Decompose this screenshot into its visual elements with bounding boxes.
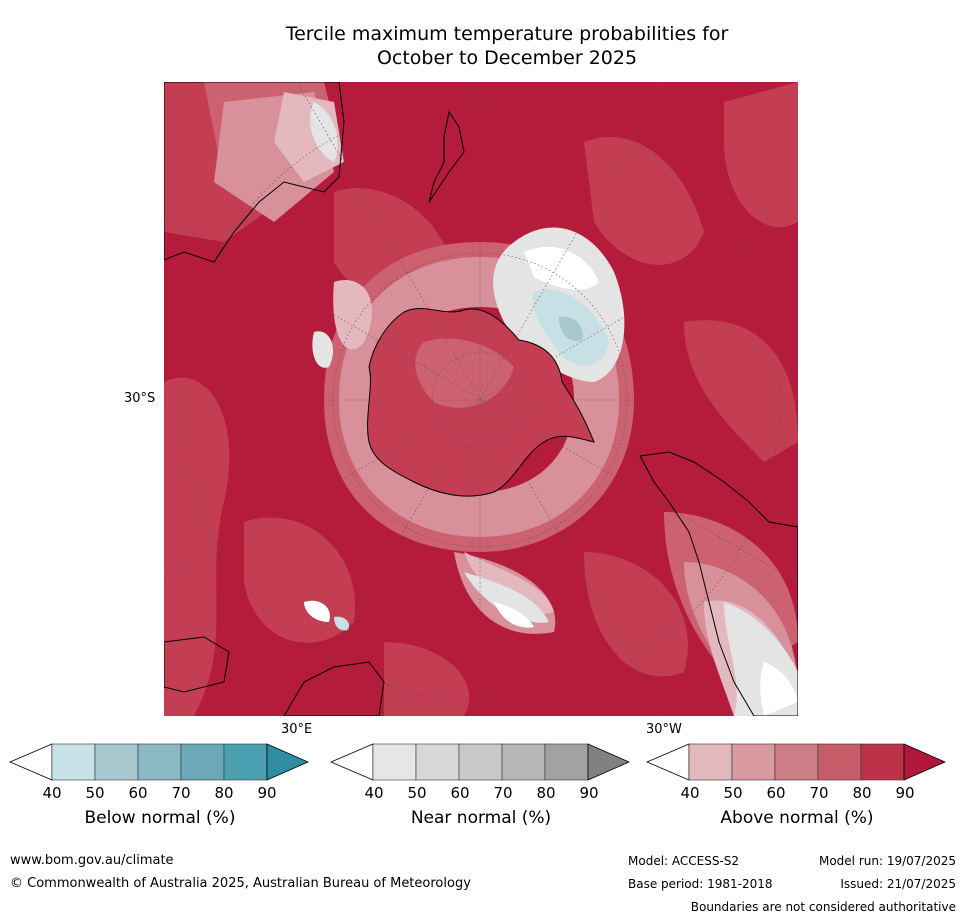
latitude-label-30s: 30°S: [124, 391, 156, 406]
colorbar-max-triangle: [587, 743, 630, 781]
tick-label: 70: [171, 784, 191, 802]
longitude-label-30w: 30°W: [646, 722, 682, 737]
title-line-1: Tercile maximum temperature probabilitie…: [285, 23, 729, 45]
tick-label: 70: [809, 784, 829, 802]
colorbar-segment: [458, 743, 503, 781]
tick-label: 40: [42, 784, 62, 802]
below-60-areas: [559, 316, 583, 341]
colorbar-near-normal-graphic: [330, 743, 630, 781]
colorbar-segment: [223, 743, 268, 781]
madagascar-coast: [164, 636, 230, 693]
tick-label: 90: [257, 784, 277, 802]
tick-label: 40: [680, 784, 700, 802]
new-zealand-coast: [428, 110, 465, 203]
tick-label: 80: [852, 784, 872, 802]
colorbar-above-title: Above normal (%): [720, 808, 874, 828]
south-america-coast: [639, 451, 798, 716]
white-areas: [304, 246, 798, 716]
model-text: Model: ACCESS-S2: [628, 854, 740, 868]
tick-label: 60: [450, 784, 470, 802]
disclaimer-text: Boundaries are not considered authoritat…: [690, 900, 956, 914]
colorbar-max-triangle: [266, 743, 309, 781]
tick-label: 70: [493, 784, 513, 802]
colorbar-below-normal: [9, 743, 311, 783]
colorbar-min-triangle: [330, 743, 374, 781]
colorbar-segment: [180, 743, 225, 781]
colorbar-segment: [774, 743, 819, 781]
title-line-2: October to December 2025: [376, 47, 638, 69]
website-link[interactable]: www.bom.gov.au/climate: [10, 853, 174, 868]
colorbar-near-normal: [330, 743, 632, 783]
chart-title: Tercile maximum temperature probabilitie…: [0, 22, 965, 70]
colorbar-above-normal: [646, 743, 948, 783]
probability-map: [164, 82, 798, 716]
tick-label: 80: [214, 784, 234, 802]
model-run-text: Model run: 19/07/2025: [818, 854, 956, 868]
colorbar-segment: [817, 743, 862, 781]
tick-label: 90: [895, 784, 915, 802]
colorbar-segment: [51, 743, 96, 781]
tick-label: 50: [407, 784, 427, 802]
colorbar-min-triangle: [646, 743, 690, 781]
colorbar-below-normal-graphic: [9, 743, 309, 781]
tick-label: 90: [579, 784, 599, 802]
colorbar-segment: [544, 743, 589, 781]
tick-label: 60: [128, 784, 148, 802]
colorbar-near-title: Near normal (%): [410, 808, 552, 828]
tick-label: 80: [536, 784, 556, 802]
map-canvas: [164, 82, 798, 716]
colorbar-segment: [501, 743, 546, 781]
colorbar-above-normal-graphic: [646, 743, 946, 781]
colorbar-segment: [688, 743, 733, 781]
colorbar-segment: [94, 743, 139, 781]
colorbar-below-title: Below normal (%): [84, 808, 236, 828]
colorbar-segment: [731, 743, 776, 781]
australia-coast: [164, 82, 345, 263]
colorbar-min-triangle: [9, 743, 53, 781]
issued-text: Issued: 21/07/2025: [840, 877, 956, 891]
colorbar-max-triangle: [903, 743, 946, 781]
tick-label: 50: [85, 784, 105, 802]
colorbar-segment: [372, 743, 417, 781]
graticule: [164, 82, 798, 716]
colorbar-segment: [137, 743, 182, 781]
tick-label: 60: [766, 784, 786, 802]
colorbar-segment: [415, 743, 460, 781]
base-period-text: Base period: 1981-2018: [628, 877, 773, 891]
tick-label: 40: [364, 784, 384, 802]
antarctica-interior: [415, 338, 514, 408]
southern-africa-coast: [283, 661, 385, 716]
tick-label: 50: [723, 784, 743, 802]
longitude-label-30e: 30°E: [281, 722, 313, 737]
colorbar-segment: [860, 743, 905, 781]
copyright-text: © Commonwealth of Australia 2025, Austra…: [10, 876, 471, 891]
